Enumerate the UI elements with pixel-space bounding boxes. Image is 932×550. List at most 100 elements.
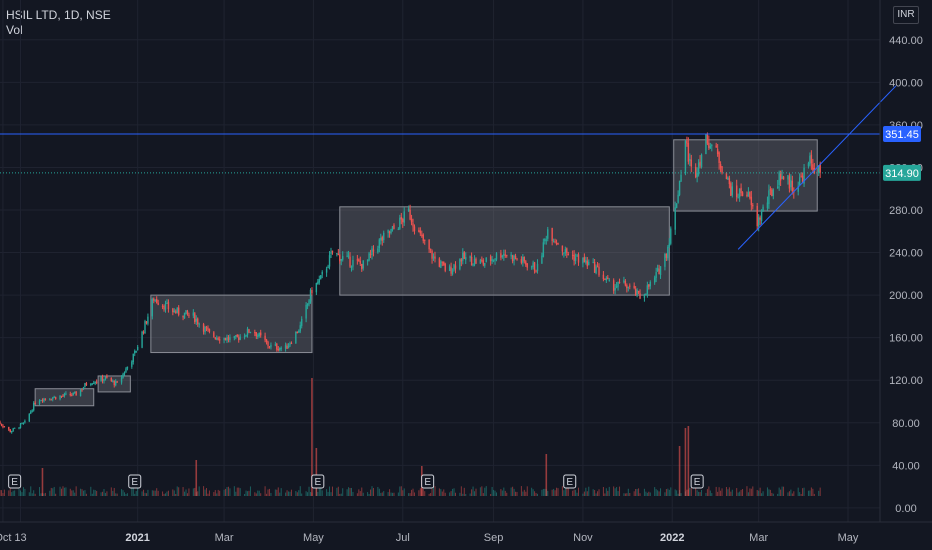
candle [43,398,45,402]
volume-bar [126,493,128,496]
volume-bar [749,488,751,496]
candle [659,266,662,276]
volume-bar [326,489,328,496]
candle [79,389,82,397]
volume-bar [412,488,414,496]
volume-bar [188,488,190,496]
candle [175,311,177,313]
volume-bar [809,490,811,496]
volume-bar [163,493,165,496]
volume-bar [617,491,619,496]
candle [760,211,763,221]
volume-bar [115,493,117,496]
candle [535,271,537,273]
volume-bar [305,491,307,496]
volume-bar [329,486,331,496]
candle [19,423,22,428]
volume-bar [572,490,574,496]
candle [207,327,209,330]
volume-bar [24,488,26,496]
volume-bar [717,491,719,496]
candle [81,389,83,391]
volume-bar [608,486,610,496]
volume-bar [592,489,594,496]
volume-bar [298,490,300,496]
currency-button[interactable]: INR [893,6,919,24]
candle [284,345,287,349]
candle [101,376,104,381]
volume-bar [444,492,446,496]
volume-bar [690,487,692,496]
candle [708,142,710,148]
candle [182,315,184,318]
candle [8,427,10,430]
volume-bar [771,492,773,496]
volume-bar [799,492,801,496]
candle [818,165,820,173]
candle [31,410,33,412]
candle [213,332,215,338]
candle [803,167,805,184]
volume-bar [33,490,35,496]
volume-bar [28,492,30,496]
volume-bar [418,490,420,496]
candle [482,260,485,265]
volume-bar [116,493,118,496]
candle [218,339,221,341]
volume-bar [377,486,379,496]
volume-bar [166,491,168,496]
volume-bar [308,486,310,496]
candle [249,331,252,333]
volume-bar [553,488,555,496]
volume-bar [657,490,659,496]
candle [409,209,411,220]
volume-bar [125,493,127,496]
candle [501,255,504,257]
volume-bar [390,492,392,496]
volume-bar [781,486,783,496]
volume-bar [434,486,436,496]
candle [116,381,118,383]
volume-bar [605,488,607,496]
candle [12,428,14,431]
volume-bar [62,486,64,496]
volume-bar [800,493,802,496]
volume-bar [534,491,536,496]
volume-bar [802,488,804,496]
volume-bar [380,492,382,496]
volume-spike [311,378,313,496]
volume-bar [80,488,82,496]
volume-bar [623,493,625,496]
candle [286,345,288,349]
volume-bar [597,491,599,496]
volume-bar [144,492,146,496]
candle [239,336,241,340]
price-tag-label: 314.90 [885,168,919,180]
candle [730,183,732,196]
earnings-marker-box [128,474,142,489]
trendline [737,85,897,250]
volume-bar [0,490,2,496]
volume-bar [63,487,65,496]
volume-bar [301,493,303,496]
volume-bar [249,486,251,496]
volume-bar [93,489,95,496]
candle [93,383,95,385]
candle [819,163,821,173]
candle [277,348,279,351]
volume-bar [192,488,194,496]
candle [95,381,98,383]
volume-bar [689,487,691,496]
candle [552,241,555,243]
candle [563,252,565,254]
volume-bar [541,489,543,496]
volume-bar [582,493,584,496]
volume-bar [307,492,309,496]
volume-bar [768,489,770,496]
volume-bar [413,492,415,496]
volume-bar [495,492,497,496]
earnings-marker-box [311,474,325,489]
volume-bar [639,493,641,496]
volume-bar [769,489,771,496]
